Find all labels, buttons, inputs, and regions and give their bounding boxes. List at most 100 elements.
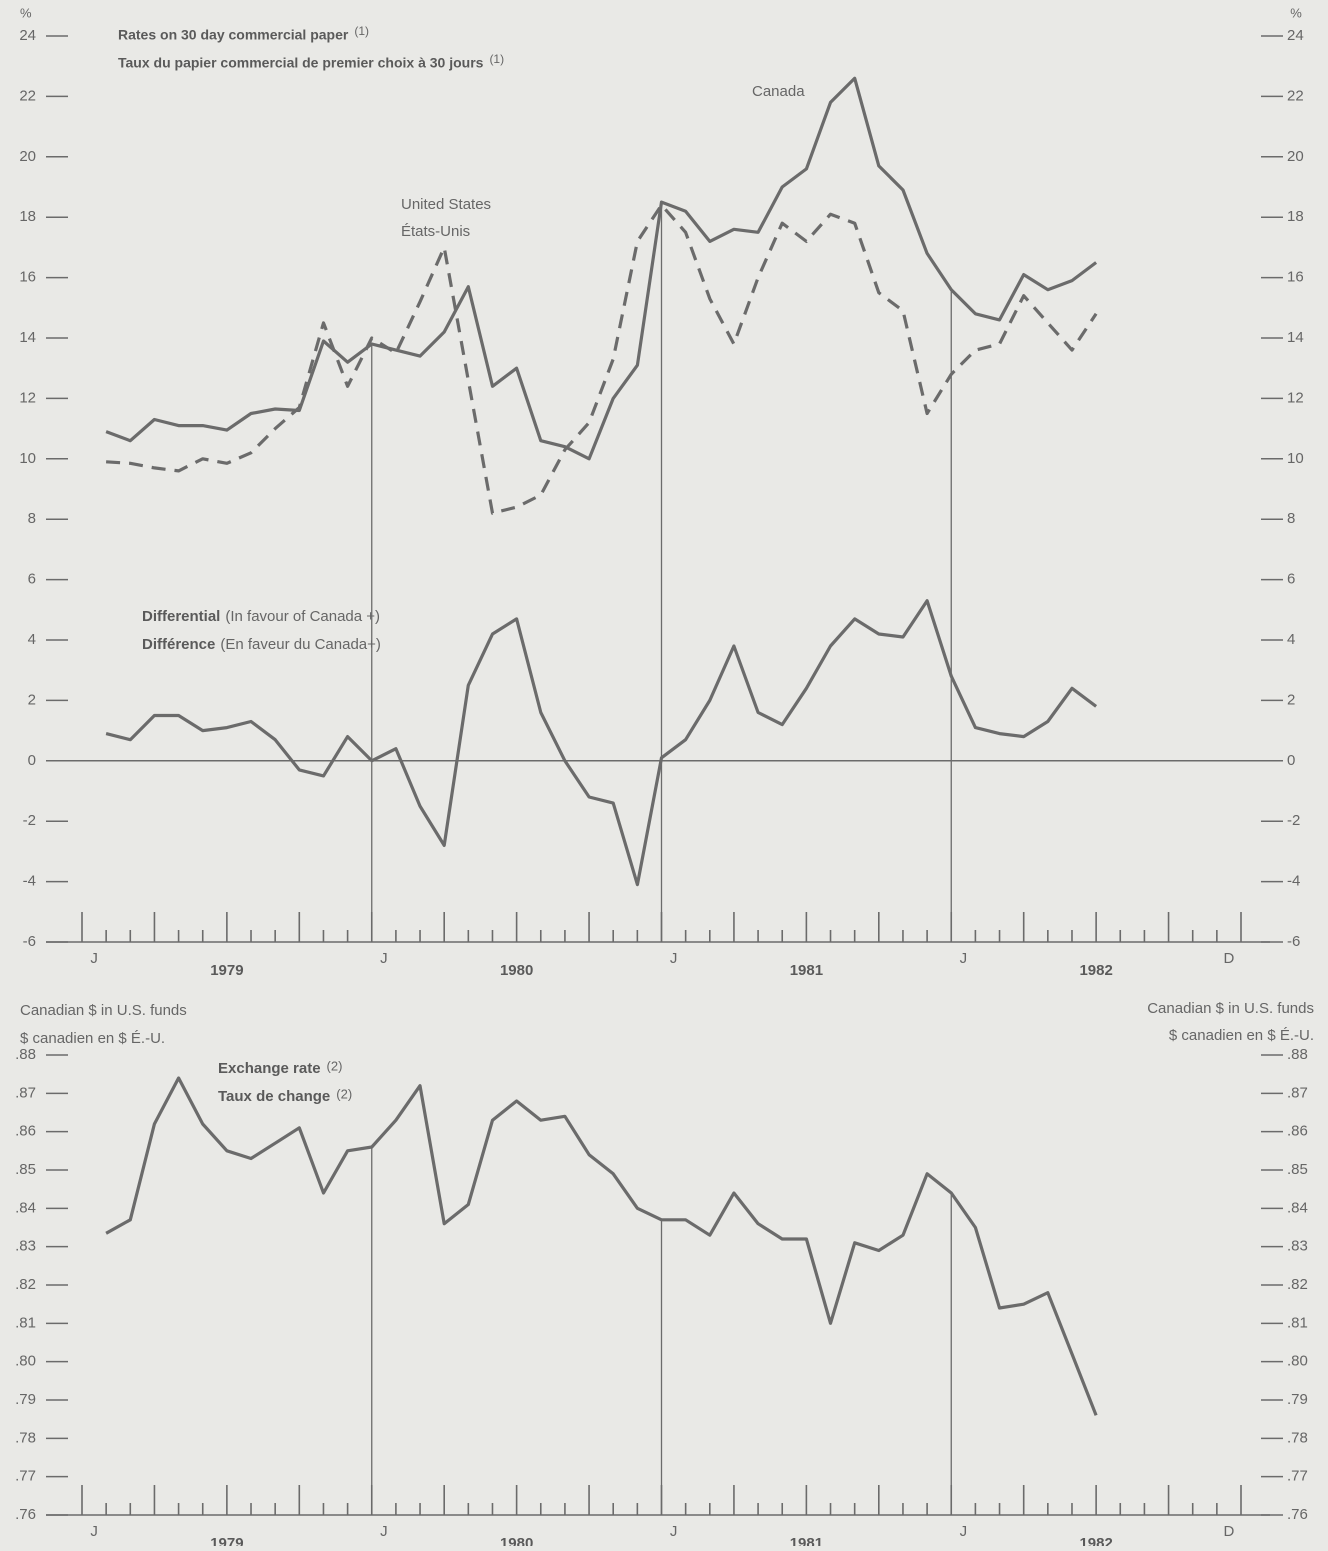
year-label: 1982 [1079, 962, 1112, 979]
title-note: (1) [489, 52, 504, 66]
y-tick-label: -6 [23, 933, 36, 950]
y-axis-label: Canadian $ in U.S. funds [20, 1002, 187, 1019]
year-label: 1981 [790, 962, 823, 979]
y-tick-label: 24 [1287, 27, 1304, 44]
y-tick-label: 2 [28, 691, 36, 708]
series-label: Differential [142, 608, 220, 625]
y-tick-label: .79 [15, 1391, 36, 1408]
y-tick-label: 20 [1287, 148, 1304, 165]
y-tick-label: .80 [15, 1353, 36, 1370]
month-label: J [960, 950, 968, 967]
y-tick-label: 4 [1287, 631, 1295, 648]
y-tick-label: .80 [1287, 1353, 1308, 1370]
y-tick-label: 10 [1287, 450, 1304, 467]
y-tick-label: .81 [1287, 1314, 1308, 1331]
series-label: Taux de change [218, 1088, 330, 1105]
y-tick-label: 4 [28, 631, 36, 648]
series-label: Exchange rate [218, 1060, 321, 1077]
y-axis-label: $ canadien en $ É.-U. [1169, 1027, 1314, 1044]
y-tick-label: 14 [1287, 329, 1304, 346]
month-label: D [1224, 950, 1235, 967]
y-tick-label: .78 [15, 1429, 36, 1446]
series-label: Différence [142, 636, 215, 653]
y-tick-label: .83 [15, 1238, 36, 1255]
y-tick-label: 0 [28, 752, 36, 769]
y-tick-label: 6 [1287, 571, 1295, 588]
series-label: United States [401, 196, 491, 213]
year-label: 1980 [500, 1535, 533, 1546]
chart-title: Rates on 30 day commercial paper [118, 27, 349, 43]
series-line [105, 599, 1098, 887]
y-tick-label: 20 [19, 148, 36, 165]
y-tick-label: 16 [19, 269, 36, 286]
year-label: 1981 [790, 1535, 823, 1546]
y-tick-label: .82 [1287, 1276, 1308, 1293]
month-label: D [1224, 1523, 1235, 1540]
y-tick-label: .84 [1287, 1199, 1308, 1216]
month-label: J [90, 950, 98, 967]
series-line [106, 203, 1098, 515]
year-label: 1982 [1079, 1535, 1112, 1546]
y-tick-label: .83 [1287, 1238, 1308, 1255]
y-tick-label: 2 [1287, 691, 1295, 708]
month-label: J [670, 1523, 678, 1540]
year-label: 1980 [500, 962, 533, 979]
y-tick-label: 22 [1287, 87, 1304, 104]
y-tick-label: -4 [23, 873, 36, 890]
series-note: (In favour of Canada +) [225, 608, 380, 625]
y-tick-label: .78 [1287, 1429, 1308, 1446]
y-tick-label: 0 [1287, 752, 1295, 769]
y-tick-label: 14 [19, 329, 36, 346]
series-label: États-Unis [401, 223, 470, 240]
y-tick-label: 12 [19, 389, 36, 406]
y-tick-label: .77 [1287, 1468, 1308, 1485]
y-tick-label: 10 [19, 450, 36, 467]
series-line [105, 76, 1098, 461]
y-tick-label: 16 [1287, 269, 1304, 286]
y-tick-label: .87 [15, 1084, 36, 1101]
chart-title: Taux du papier commercial de premier cho… [118, 55, 484, 71]
y-tick-label: .82 [15, 1276, 36, 1293]
y-tick-label: -6 [1287, 933, 1300, 950]
y-tick-label: .88 [1287, 1046, 1308, 1063]
y-tick-label: .85 [1287, 1161, 1308, 1178]
year-label: 1979 [210, 962, 243, 979]
series-note: (En faveur du Canada+) [220, 636, 381, 653]
y-tick-label: .86 [1287, 1123, 1308, 1140]
y-tick-label: 18 [1287, 208, 1304, 225]
month-label: J [380, 950, 388, 967]
y-tick-label: 24 [19, 27, 36, 44]
y-tick-label: 8 [1287, 510, 1295, 527]
y-tick-label: .77 [15, 1468, 36, 1485]
y-tick-label: .86 [15, 1123, 36, 1140]
y-tick-label: .81 [15, 1314, 36, 1331]
y-tick-label: .76 [15, 1506, 36, 1523]
y-axis-label: $ canadien en $ É.-U. [20, 1030, 165, 1047]
y-tick-label: -2 [23, 812, 36, 829]
month-label: J [90, 1523, 98, 1540]
y-tick-label: 8 [28, 510, 36, 527]
y-tick-label: .79 [1287, 1391, 1308, 1408]
month-label: J [380, 1523, 388, 1540]
series-note: (2) [327, 1058, 343, 1073]
y-tick-label: 22 [19, 87, 36, 104]
series-line [105, 1076, 1098, 1416]
y-tick-label: .76 [1287, 1506, 1308, 1523]
series-label: Canada [752, 83, 805, 100]
y-tick-label: 12 [1287, 389, 1304, 406]
y-tick-label: .88 [15, 1046, 36, 1063]
y-tick-label: -4 [1287, 873, 1300, 890]
y-unit: % [20, 5, 32, 20]
y-tick-label: 6 [28, 571, 36, 588]
year-label: 1979 [210, 1535, 243, 1546]
y-tick-label: .85 [15, 1161, 36, 1178]
y-axis-label: Canadian $ in U.S. funds [1147, 1000, 1314, 1017]
y-tick-label: 18 [19, 208, 36, 225]
month-label: J [960, 1523, 968, 1540]
title-note: (1) [354, 24, 369, 38]
y-tick-label: .84 [15, 1199, 36, 1216]
y-unit: % [1290, 5, 1302, 20]
series-note: (2) [336, 1086, 352, 1101]
